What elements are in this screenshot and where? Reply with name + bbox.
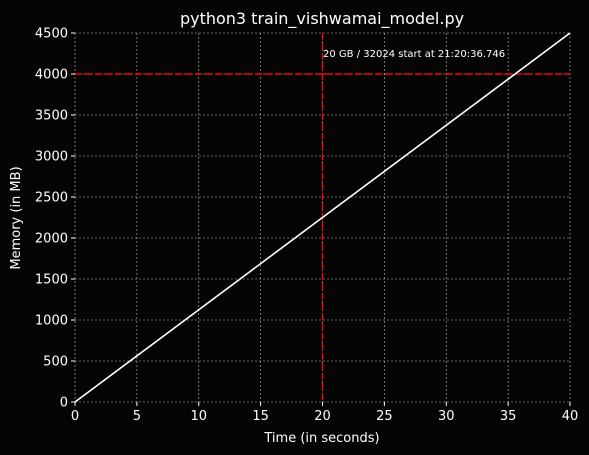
- x-axis-label: Time (in seconds): [263, 431, 379, 446]
- y-tick-label-7: 3500: [35, 109, 68, 124]
- x-tick-label-1: 5: [133, 409, 141, 424]
- y-tick-label-4: 2000: [35, 232, 68, 247]
- y-tick-label-1: 500: [43, 355, 68, 370]
- annotation-start-label: 20 GB / 32024 start at 21:20:36.746: [323, 49, 505, 60]
- x-tick-label-8: 40: [562, 409, 579, 424]
- y-tick-label-2: 1000: [35, 314, 68, 329]
- x-tick-label-7: 35: [500, 409, 517, 424]
- y-tick-label-5: 2500: [35, 191, 68, 206]
- tick-labels: 0 5 10 15 20 25 30 35 40 0 500 1000 1500 2000 2500 3000…: [35, 27, 578, 425]
- y-tick-label-0: 0: [60, 396, 68, 411]
- x-tick-label-3: 15: [252, 409, 269, 424]
- x-tick-label-6: 30: [438, 409, 455, 424]
- x-tick-label-0: 0: [71, 409, 79, 424]
- y-axis-label: Memory (in MB): [9, 166, 24, 269]
- y-tick-label-6: 3000: [35, 150, 68, 165]
- x-tick-label-4: 20: [314, 409, 331, 424]
- x-tick-label-5: 25: [376, 409, 393, 424]
- y-tick-label-3: 1500: [35, 273, 68, 288]
- y-tick-label-8: 4000: [35, 68, 68, 83]
- y-tick-label-9: 4500: [35, 27, 68, 42]
- x-tick-label-2: 10: [190, 409, 207, 424]
- chart-title: python3 train_vishwamai_model.py: [180, 9, 464, 29]
